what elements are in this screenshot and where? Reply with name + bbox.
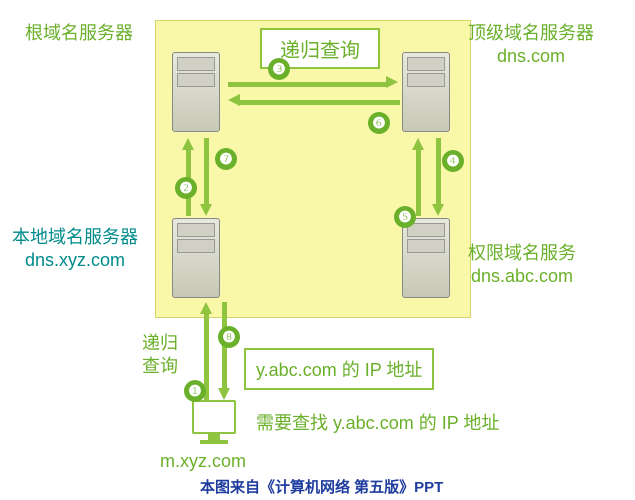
label-tld: 顶级域名服务器 dns.com <box>468 22 594 69</box>
server-local <box>172 218 220 298</box>
step-2: ❷ <box>175 177 197 199</box>
step-1: ❶ <box>184 380 206 402</box>
step-7: ❼ <box>215 148 237 170</box>
footer-text: 本图来自《计算机网络 第五版》PPT <box>200 478 443 498</box>
arrow-7 <box>204 138 209 206</box>
step-8: ❽ <box>218 326 240 348</box>
arrow-6 <box>240 100 400 105</box>
label-local: 本地域名服务器 dns.xyz.com <box>12 226 138 273</box>
recursive-label: 递归 查询 <box>142 332 178 379</box>
title-text: 递归查询 <box>280 40 360 62</box>
client-computer <box>192 400 236 444</box>
server-root <box>172 52 220 132</box>
client-caption: 需要查找 y.abc.com 的 IP 地址 <box>256 412 499 435</box>
server-tld <box>402 52 450 132</box>
step-4: ❹ <box>442 150 464 172</box>
label-root: 根域名服务器 <box>25 22 133 45</box>
arrow-4 <box>436 138 441 206</box>
info-box: y.abc.com 的 IP 地址 <box>244 348 434 390</box>
arrow-3 <box>228 82 388 87</box>
label-client: m.xyz.com <box>160 450 246 473</box>
step-3: ❸ <box>268 58 290 80</box>
server-auth <box>402 218 450 298</box>
info-text: y.abc.com 的 IP 地址 <box>256 360 422 380</box>
label-auth: 权限域名服务 dns.abc.com <box>468 242 576 289</box>
arrow-5 <box>416 148 421 216</box>
step-6: ❻ <box>368 112 390 134</box>
step-5: ❺ <box>394 206 416 228</box>
